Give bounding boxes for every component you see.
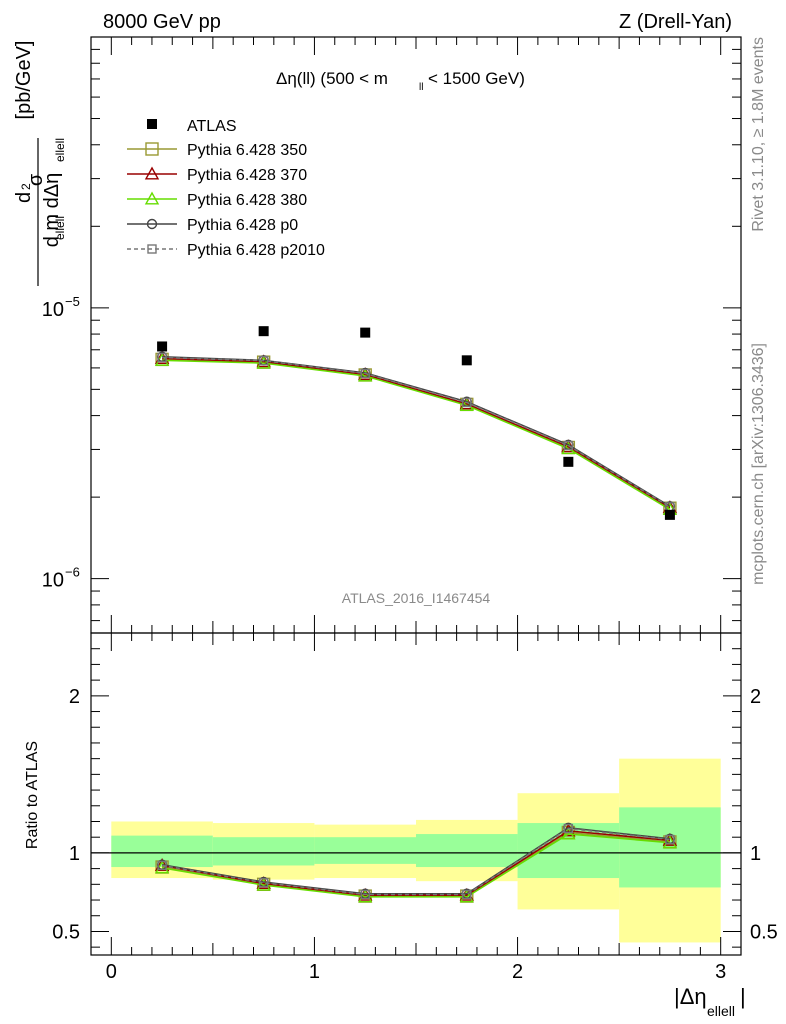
svg-text:|: |	[740, 984, 746, 1009]
ratio-uncertainty-bands	[91, 758, 741, 943]
legend-label: Pythia 6.428 350	[187, 142, 307, 159]
ratio-tick-label-left: 1	[69, 843, 80, 865]
series-marker	[147, 244, 157, 254]
atlas-data-point	[157, 341, 168, 352]
y-tick-label: 10	[42, 570, 64, 592]
ratio-series-line	[161, 826, 670, 895]
series-marker	[146, 218, 158, 230]
legend: ATLAS Pythia 6.428 350 Pythia 6.428 370 Pyt…	[127, 118, 325, 259]
series-marker	[665, 834, 675, 845]
series-marker	[144, 191, 160, 205]
series-marker	[144, 166, 160, 180]
atlas-data-point	[461, 355, 472, 366]
y-tick-label-exponent: −5	[65, 294, 80, 309]
series-line	[162, 357, 671, 509]
series-line	[162, 356, 671, 508]
series-marker	[358, 368, 373, 382]
svg-text:d m dΔη: d m dΔη	[41, 173, 63, 248]
series-marker	[157, 860, 167, 871]
atlas-data-point	[664, 509, 675, 520]
atlas-data-points	[157, 326, 675, 520]
svg-text:2: 2	[19, 183, 33, 190]
y-tick-label: 10	[42, 299, 64, 321]
series-marker	[256, 355, 271, 369]
series-marker	[154, 860, 170, 874]
y-tick-label-exponent: −6	[65, 565, 80, 580]
series-marker	[462, 889, 472, 900]
legend-label: Pythia 6.428 p2010	[187, 242, 325, 259]
plot-title: Δη(ll) (500 < m ll < 1500 GeV)	[276, 69, 525, 93]
x-tick-label: 2	[512, 961, 523, 983]
ratio-y-label: Ratio to ATLAS	[24, 741, 41, 849]
y-axis-label: σ 2 d d m dΔη ellell ellell [pb/GeV]	[13, 41, 67, 286]
series-marker	[258, 878, 269, 888]
series-marker	[157, 352, 167, 363]
x-tick-label: 1	[309, 961, 320, 983]
series-line	[162, 355, 671, 507]
series-marker	[360, 368, 370, 379]
series-marker	[358, 889, 373, 903]
svg-text:ll: ll	[419, 82, 423, 93]
ratio-tick-label-right: 1	[750, 843, 761, 865]
analysis-watermark: ATLAS_2016_I1467454	[342, 590, 491, 606]
stat-uncertainty-band	[416, 834, 518, 868]
svg-text:|Δη: |Δη	[674, 984, 707, 1009]
legend-atlas-marker	[147, 119, 157, 129]
atlas-data-point	[563, 456, 574, 467]
rivet-label: Rivet 3.1.10, ≥ 1.8M events	[750, 37, 767, 232]
svg-text:d: d	[13, 192, 35, 203]
source-label: mcplots.cern.ch [arXiv:1306.3436]	[750, 343, 767, 585]
series-marker	[360, 889, 370, 900]
series-marker	[258, 355, 269, 366]
x-tick-label: 3	[715, 961, 726, 983]
series-marker	[145, 142, 159, 156]
ratio-tick-label-left: 2	[69, 686, 80, 708]
ratio-series-line	[161, 827, 670, 896]
series-marker	[256, 877, 271, 891]
axis-ticks: 0 1 2 310 −610 −50.5 0.51 12 2	[42, 36, 778, 983]
series-line	[162, 358, 671, 509]
series-marker	[459, 889, 474, 903]
legend-label: Pythia 6.428 380	[187, 192, 307, 209]
atlas-data-point	[258, 326, 269, 337]
ratio-tick-label-right: 0.5	[750, 921, 778, 943]
svg-text:σ: σ	[25, 173, 47, 186]
series-marker	[462, 397, 472, 408]
series-line	[162, 359, 671, 511]
series-marker	[561, 826, 576, 840]
header-left: 8000 GeV pp	[103, 11, 221, 33]
legend-atlas-label: ATLAS	[187, 118, 237, 135]
legend-label: Pythia 6.428 370	[187, 167, 307, 184]
svg-text:ellell: ellell	[53, 138, 67, 162]
x-axis-label: |Δη ellell |	[674, 984, 746, 1019]
ratio-tick-label-left: 0.5	[52, 921, 80, 943]
stat-uncertainty-band	[212, 837, 315, 866]
ratio-series-line	[161, 833, 670, 898]
svg-text:[pb/GeV]: [pb/GeV]	[13, 41, 35, 120]
ratio-tick-label-right: 2	[750, 686, 761, 708]
atlas-data-point	[360, 327, 371, 338]
svg-text:ellell: ellell	[707, 1003, 735, 1019]
x-tick-label: 0	[106, 961, 117, 983]
header-right: Z (Drell-Yan)	[619, 11, 732, 33]
svg-text:< 1500 GeV): < 1500 GeV)	[428, 69, 525, 88]
main-plot-series	[154, 351, 678, 516]
stat-uncertainty-band	[314, 837, 416, 864]
svg-text:ellell: ellell	[53, 216, 67, 240]
series-marker	[358, 887, 373, 901]
ratio-series	[154, 822, 678, 903]
ratio-series-line	[161, 831, 670, 897]
svg-text:Δη(ll) (500 < m: Δη(ll) (500 < m	[276, 69, 388, 88]
series-marker	[563, 440, 574, 451]
legend-label: Pythia 6.428 p0	[187, 217, 298, 234]
series-marker	[563, 823, 574, 834]
